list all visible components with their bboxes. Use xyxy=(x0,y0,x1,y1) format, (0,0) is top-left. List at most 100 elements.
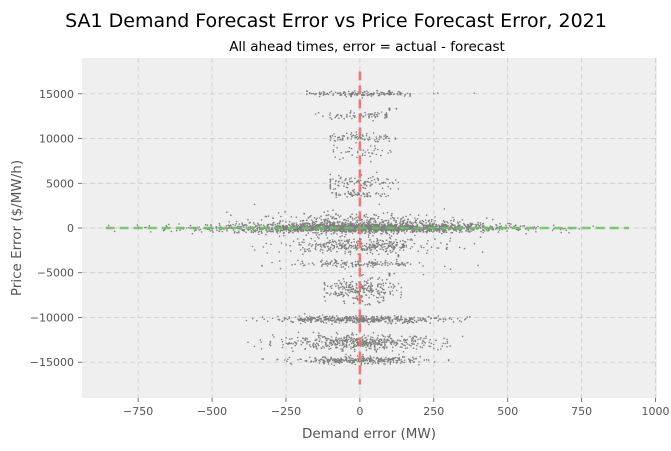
data-point xyxy=(391,350,394,352)
data-point xyxy=(337,317,340,320)
data-point xyxy=(305,93,308,96)
data-point xyxy=(226,211,228,213)
data-point xyxy=(329,112,331,114)
data-point xyxy=(226,224,228,227)
data-point xyxy=(535,231,537,233)
data-point xyxy=(498,229,501,231)
data-point xyxy=(328,348,330,350)
data-point xyxy=(464,224,467,227)
data-point xyxy=(345,219,348,222)
data-point xyxy=(351,265,354,267)
data-point xyxy=(364,151,367,153)
data-point xyxy=(332,188,335,191)
data-point xyxy=(367,234,370,236)
data-point xyxy=(371,284,374,287)
data-point xyxy=(388,319,390,322)
data-point xyxy=(356,180,359,183)
data-point xyxy=(361,295,363,298)
data-point xyxy=(401,343,404,346)
data-point xyxy=(367,236,370,238)
data-point xyxy=(348,291,351,294)
data-point xyxy=(399,240,402,243)
data-point xyxy=(469,316,471,318)
data-point xyxy=(517,229,520,232)
data-point xyxy=(327,242,329,244)
chart-subtitle: All ahead times, error = actual - foreca… xyxy=(229,39,505,55)
data-point xyxy=(377,239,379,242)
data-point xyxy=(282,344,284,346)
data-point xyxy=(316,217,318,219)
data-point xyxy=(379,283,381,285)
data-point xyxy=(366,132,368,135)
data-point xyxy=(361,340,364,342)
data-point xyxy=(461,231,463,233)
data-point xyxy=(266,252,269,254)
data-point xyxy=(409,320,412,322)
data-point xyxy=(371,183,373,186)
data-point xyxy=(480,230,483,233)
data-point xyxy=(365,317,367,320)
data-point xyxy=(344,292,347,294)
data-point xyxy=(381,218,383,221)
data-point xyxy=(413,242,416,245)
data-point xyxy=(387,335,389,338)
y-tick-label: 10000 xyxy=(39,133,74,146)
data-point xyxy=(396,361,399,363)
data-point xyxy=(285,336,287,339)
data-point xyxy=(308,223,310,225)
data-point xyxy=(446,243,448,245)
data-point xyxy=(354,297,357,299)
data-point xyxy=(401,223,404,226)
data-point xyxy=(345,248,347,251)
data-point xyxy=(361,336,364,338)
data-point xyxy=(319,93,321,95)
data-point xyxy=(380,316,382,318)
data-point xyxy=(350,357,352,360)
data-point xyxy=(361,345,364,347)
data-point xyxy=(318,315,321,318)
data-point xyxy=(325,222,328,224)
data-point xyxy=(356,244,359,247)
data-point xyxy=(364,362,366,365)
data-point xyxy=(363,187,365,189)
data-point xyxy=(325,243,328,245)
data-point xyxy=(374,340,376,343)
data-point xyxy=(379,248,382,250)
data-point xyxy=(347,190,350,193)
data-point xyxy=(423,231,425,233)
data-point xyxy=(329,343,331,345)
data-point xyxy=(261,232,263,234)
data-point xyxy=(340,359,343,361)
data-point xyxy=(291,229,294,232)
data-point xyxy=(377,362,379,364)
data-point xyxy=(350,223,352,225)
data-point xyxy=(322,345,324,348)
data-point xyxy=(258,224,261,227)
data-point xyxy=(312,361,315,363)
data-point xyxy=(330,358,333,360)
data-point xyxy=(411,359,414,362)
data-point xyxy=(358,182,361,184)
data-point xyxy=(300,343,303,346)
data-point xyxy=(381,264,383,267)
data-point xyxy=(349,281,352,284)
data-point xyxy=(343,287,346,289)
data-point xyxy=(376,137,378,140)
data-point xyxy=(314,343,317,346)
data-point xyxy=(393,247,396,250)
data-point xyxy=(355,291,357,294)
data-point xyxy=(393,231,395,233)
data-point xyxy=(330,221,332,224)
data-point xyxy=(348,93,350,95)
data-point xyxy=(343,247,346,250)
data-point xyxy=(338,225,340,227)
data-point xyxy=(428,230,431,232)
data-point xyxy=(303,248,306,250)
data-point xyxy=(355,265,357,268)
data-point xyxy=(243,229,246,231)
data-point xyxy=(409,224,411,227)
data-point xyxy=(323,287,326,290)
data-point xyxy=(143,226,146,229)
data-point xyxy=(332,209,334,211)
